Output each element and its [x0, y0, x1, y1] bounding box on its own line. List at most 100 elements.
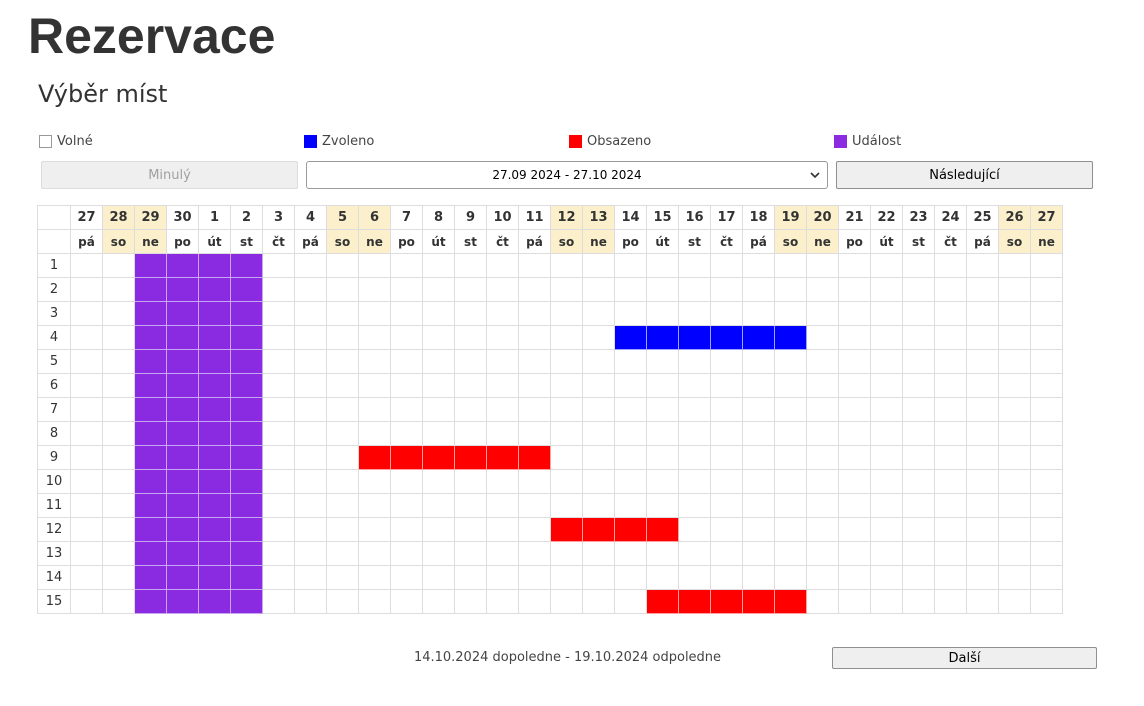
- seat-cell-free[interactable]: [518, 589, 551, 614]
- seat-cell-event[interactable]: [198, 397, 231, 422]
- seat-cell-event[interactable]: [198, 373, 231, 398]
- seat-cell-free[interactable]: [966, 493, 999, 518]
- seat-cell-free[interactable]: [678, 469, 711, 494]
- seat-cell-free[interactable]: [102, 373, 135, 398]
- seat-cell-free[interactable]: [102, 397, 135, 422]
- seat-cell-free[interactable]: [518, 469, 551, 494]
- seat-cell-free[interactable]: [710, 373, 743, 398]
- seat-cell-free[interactable]: [454, 349, 487, 374]
- seat-cell-free[interactable]: [998, 253, 1031, 278]
- seat-cell-free[interactable]: [422, 301, 455, 326]
- seat-cell-event[interactable]: [198, 277, 231, 302]
- seat-cell-free[interactable]: [742, 373, 775, 398]
- seat-cell-free[interactable]: [870, 301, 903, 326]
- seat-cell-free[interactable]: [102, 589, 135, 614]
- seat-cell-free[interactable]: [774, 493, 807, 518]
- seat-cell-free[interactable]: [518, 349, 551, 374]
- seat-cell-free[interactable]: [710, 493, 743, 518]
- seat-cell-free[interactable]: [998, 421, 1031, 446]
- seat-cell-event[interactable]: [134, 349, 167, 374]
- seat-cell-free[interactable]: [102, 493, 135, 518]
- seat-cell-booked[interactable]: [582, 517, 615, 542]
- seat-cell-selected[interactable]: [646, 325, 679, 350]
- seat-cell-free[interactable]: [870, 277, 903, 302]
- seat-cell-free[interactable]: [486, 373, 519, 398]
- seat-cell-free[interactable]: [550, 541, 583, 566]
- seat-cell-free[interactable]: [390, 541, 423, 566]
- seat-cell-free[interactable]: [518, 541, 551, 566]
- seat-cell-free[interactable]: [870, 541, 903, 566]
- seat-cell-free[interactable]: [326, 253, 359, 278]
- seat-cell-free[interactable]: [454, 277, 487, 302]
- seat-cell-free[interactable]: [486, 469, 519, 494]
- seat-cell-free[interactable]: [934, 277, 967, 302]
- seat-cell-free[interactable]: [326, 445, 359, 470]
- seat-cell-free[interactable]: [902, 493, 935, 518]
- seat-cell-free[interactable]: [518, 325, 551, 350]
- seat-cell-free[interactable]: [486, 325, 519, 350]
- seat-cell-free[interactable]: [806, 493, 839, 518]
- seat-cell-booked[interactable]: [550, 517, 583, 542]
- seat-cell-free[interactable]: [1030, 301, 1063, 326]
- seat-cell-event[interactable]: [134, 445, 167, 470]
- seat-cell-free[interactable]: [486, 517, 519, 542]
- seat-cell-event[interactable]: [134, 373, 167, 398]
- seat-cell-free[interactable]: [358, 421, 391, 446]
- seat-cell-free[interactable]: [902, 397, 935, 422]
- seat-cell-free[interactable]: [422, 541, 455, 566]
- seat-cell-free[interactable]: [966, 565, 999, 590]
- seat-cell-free[interactable]: [678, 421, 711, 446]
- seat-cell-free[interactable]: [518, 493, 551, 518]
- seat-cell-selected[interactable]: [774, 325, 807, 350]
- seat-cell-free[interactable]: [102, 421, 135, 446]
- seat-cell-event[interactable]: [198, 541, 231, 566]
- seat-cell-event[interactable]: [230, 277, 263, 302]
- seat-cell-free[interactable]: [390, 397, 423, 422]
- seat-cell-free[interactable]: [806, 325, 839, 350]
- seat-cell-free[interactable]: [550, 421, 583, 446]
- seat-cell-free[interactable]: [262, 349, 295, 374]
- seat-cell-free[interactable]: [742, 493, 775, 518]
- seat-cell-event[interactable]: [230, 397, 263, 422]
- seat-cell-free[interactable]: [1030, 253, 1063, 278]
- seat-cell-free[interactable]: [582, 589, 615, 614]
- seat-cell-free[interactable]: [422, 349, 455, 374]
- seat-cell-free[interactable]: [934, 589, 967, 614]
- seat-cell-free[interactable]: [326, 301, 359, 326]
- seat-cell-free[interactable]: [838, 325, 871, 350]
- seat-cell-free[interactable]: [838, 253, 871, 278]
- seat-cell-free[interactable]: [838, 421, 871, 446]
- seat-cell-free[interactable]: [326, 469, 359, 494]
- seat-cell-free[interactable]: [902, 277, 935, 302]
- seat-cell-free[interactable]: [486, 253, 519, 278]
- seat-cell-free[interactable]: [934, 301, 967, 326]
- seat-cell-free[interactable]: [70, 373, 103, 398]
- seat-cell-booked[interactable]: [646, 517, 679, 542]
- seat-cell-free[interactable]: [614, 253, 647, 278]
- seat-cell-free[interactable]: [806, 565, 839, 590]
- seat-cell-event[interactable]: [166, 445, 199, 470]
- seat-cell-booked[interactable]: [710, 589, 743, 614]
- seat-cell-event[interactable]: [198, 589, 231, 614]
- seat-cell-free[interactable]: [1030, 421, 1063, 446]
- seat-cell-free[interactable]: [806, 445, 839, 470]
- seat-cell-free[interactable]: [934, 493, 967, 518]
- seat-cell-free[interactable]: [454, 469, 487, 494]
- seat-cell-free[interactable]: [358, 469, 391, 494]
- seat-cell-free[interactable]: [838, 493, 871, 518]
- seat-cell-free[interactable]: [870, 421, 903, 446]
- seat-cell-free[interactable]: [1030, 445, 1063, 470]
- seat-cell-event[interactable]: [198, 349, 231, 374]
- seat-cell-free[interactable]: [934, 421, 967, 446]
- seat-cell-free[interactable]: [454, 541, 487, 566]
- seat-cell-free[interactable]: [678, 493, 711, 518]
- seat-cell-free[interactable]: [710, 445, 743, 470]
- seat-cell-selected[interactable]: [710, 325, 743, 350]
- seat-cell-event[interactable]: [166, 253, 199, 278]
- seat-cell-event[interactable]: [166, 421, 199, 446]
- seat-cell-free[interactable]: [774, 445, 807, 470]
- seat-cell-free[interactable]: [774, 541, 807, 566]
- seat-cell-free[interactable]: [294, 397, 327, 422]
- seat-cell-free[interactable]: [294, 325, 327, 350]
- seat-cell-event[interactable]: [166, 469, 199, 494]
